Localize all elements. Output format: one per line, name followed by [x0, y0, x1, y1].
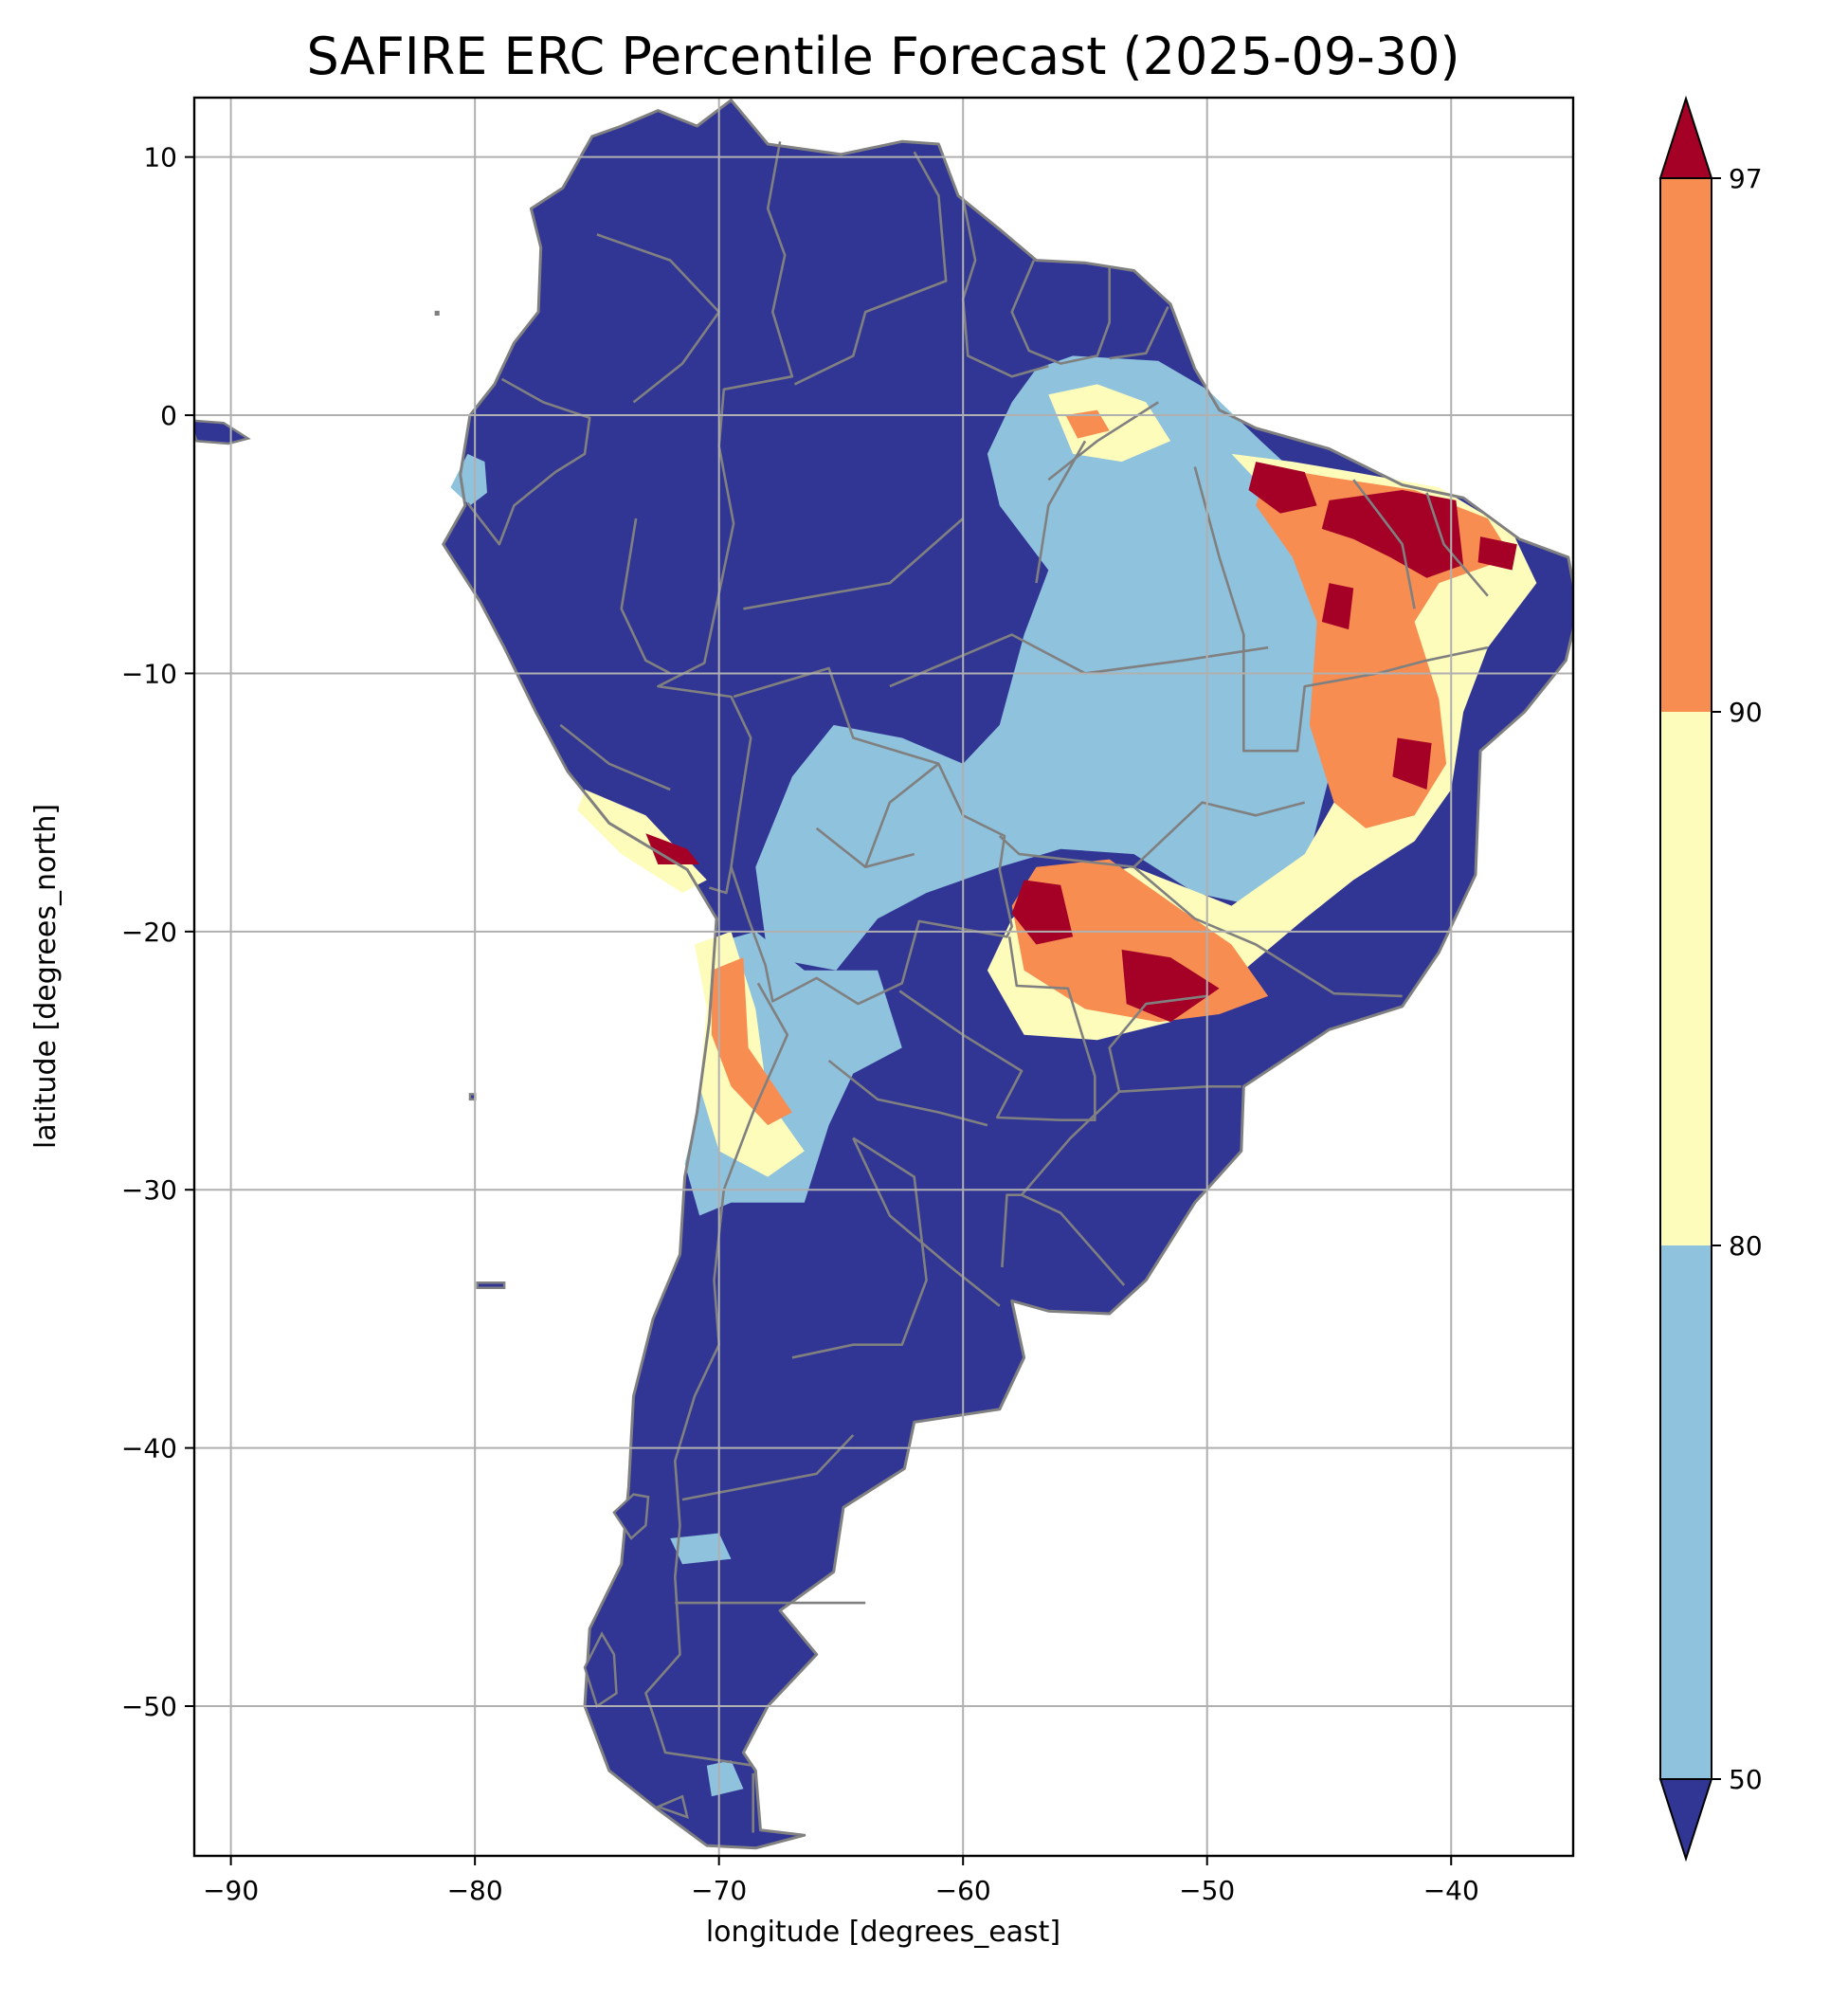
border-line-22: [1425, 492, 1489, 597]
chart-title: SAFIRE ERC Percentile Forecast (2025-09-…: [306, 27, 1459, 86]
border-line-6: [620, 518, 671, 675]
border-line-19: [1035, 440, 1087, 584]
coastline: [442, 99, 1573, 1850]
y-tick-label: −10: [121, 658, 177, 689]
colorbar-extend-max: [1658, 95, 1713, 179]
x-tick-label: −60: [935, 1875, 991, 1906]
colorbar-segment: [1660, 1245, 1712, 1779]
erc-region-14: [1248, 462, 1317, 514]
plot-frame: [192, 96, 1575, 1858]
colorbar-tick-label: 90: [1729, 697, 1763, 728]
border-line-18: [743, 518, 965, 610]
y-axis-label: latitude [degrees_north]: [29, 804, 63, 1149]
erc-region-13: [1065, 409, 1110, 439]
map-layer: [194, 99, 1573, 1850]
island-0: [194, 419, 251, 445]
y-tick-label: 10: [143, 142, 177, 173]
border-line-10: [1001, 1193, 1022, 1267]
x-tick-label: −50: [1179, 1875, 1235, 1906]
x-tick-label: −90: [203, 1875, 259, 1906]
border-line-2: [961, 197, 1049, 378]
island-1: [612, 1493, 650, 1540]
colorbar-tick-label: 50: [1729, 1764, 1763, 1795]
border-line-14: [1193, 466, 1489, 753]
island-3: [654, 1794, 689, 1820]
border-line-17: [1108, 994, 1241, 1093]
colorbar-tick-label: 97: [1729, 163, 1763, 194]
y-axis-ticks: 10 0 −10 −20 −30 −40 −50: [121, 142, 194, 1722]
erc-region-18: [1392, 737, 1432, 790]
border-line-21: [1352, 479, 1416, 609]
border-line-15: [1132, 801, 1403, 998]
border-line-1: [793, 151, 948, 386]
border-line-16: [998, 835, 1134, 868]
island-6: [434, 310, 440, 317]
border-line-27: [559, 723, 671, 791]
border-line-11: [644, 982, 789, 1767]
erc-region-16: [1477, 536, 1517, 571]
erc-region-19: [1011, 880, 1074, 945]
island-4: [476, 1281, 506, 1289]
y-tick-label: −30: [121, 1174, 177, 1206]
colorbar-segment: [1660, 178, 1712, 712]
colorbar-frame: [1659, 177, 1712, 1780]
x-tick-label: −80: [447, 1875, 503, 1906]
y-tick-label: −50: [121, 1691, 177, 1722]
gridlines: [194, 98, 1573, 1856]
y-tick-label: 0: [160, 400, 177, 431]
border-line-31: [852, 1137, 1001, 1307]
erc-region-17: [1321, 583, 1354, 630]
erc-region-12: [711, 957, 792, 1126]
erc-region-3: [450, 453, 487, 506]
border-line-7: [730, 666, 1013, 1006]
border-line-4: [1109, 306, 1169, 360]
colorbar: 50 80 90 97: [1658, 95, 1763, 1863]
island-2: [583, 1631, 618, 1708]
y-tick-label: −40: [121, 1433, 177, 1464]
border-line-29: [863, 762, 940, 868]
border-line-3: [1010, 260, 1111, 365]
colorbar-segment: [1660, 712, 1712, 1245]
erc-region-8: [1048, 384, 1171, 463]
erc-region-15: [1321, 490, 1464, 578]
erc-region-1: [755, 355, 1367, 971]
erc-region-4: [670, 1533, 732, 1565]
y-tick-label: −20: [121, 917, 177, 948]
colorbar-tick-label: 80: [1729, 1230, 1763, 1262]
x-tick-label: −70: [691, 1875, 747, 1906]
x-axis-label: longitude [degrees_east]: [706, 1916, 1060, 1949]
erc-region-21: [645, 833, 700, 864]
border-line-23: [791, 1136, 928, 1359]
x-axis-ticks: −90 −80 −70 −60 −50 −40: [203, 1856, 1479, 1906]
erc-region-5: [706, 1760, 744, 1797]
x-tick-label: −40: [1423, 1875, 1479, 1906]
border-line-5: [466, 377, 591, 546]
border-line-8: [898, 936, 1096, 1121]
colorbar-extend-min: [1658, 1778, 1713, 1863]
